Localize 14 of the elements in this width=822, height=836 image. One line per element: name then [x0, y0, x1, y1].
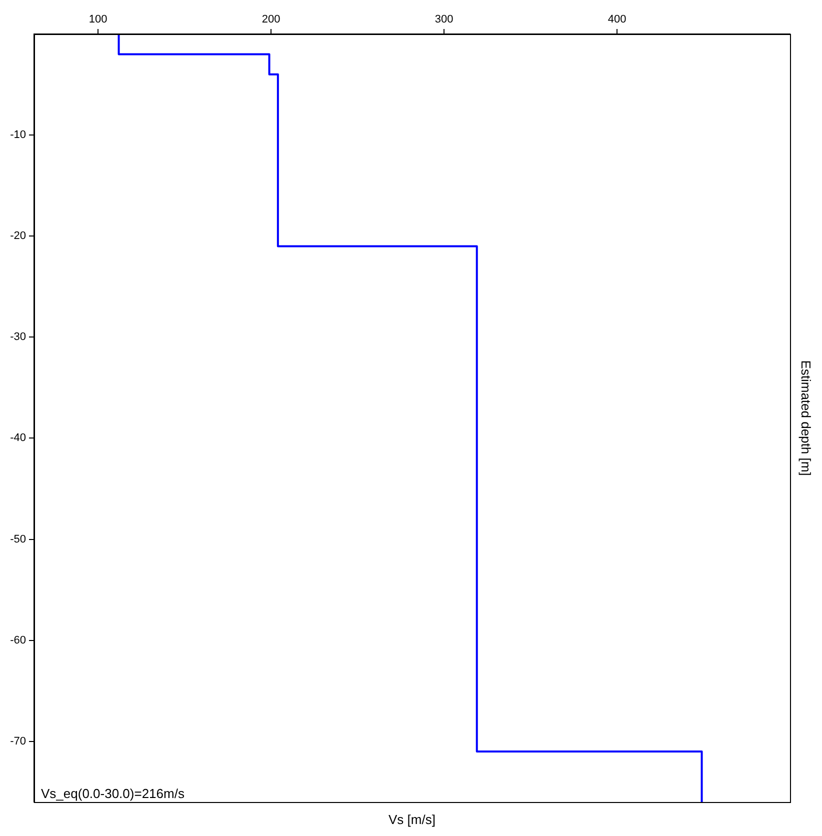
y-axis-title: Estimated depth [m] — [798, 360, 814, 476]
y-tick-label: -70 — [10, 735, 26, 748]
x-axis-title: Vs [m/s] — [388, 812, 436, 827]
annotation: Vs_eq(0.0-30.0)=216m/s — [41, 786, 185, 802]
y-tick-label: -20 — [10, 230, 26, 242]
y-tick-label: -40 — [10, 432, 26, 444]
x-tick-label: 100 — [88, 13, 108, 26]
y-tick-label: -10 — [10, 129, 26, 142]
y-tick-label: -60 — [10, 634, 26, 646]
x-tick-label: 400 — [608, 13, 626, 26]
y-tick-label: -50 — [10, 533, 26, 546]
y-tick-label: -30 — [10, 331, 26, 344]
x-tick-label: 300 — [434, 13, 454, 26]
x-tick-label: 200 — [262, 13, 280, 26]
